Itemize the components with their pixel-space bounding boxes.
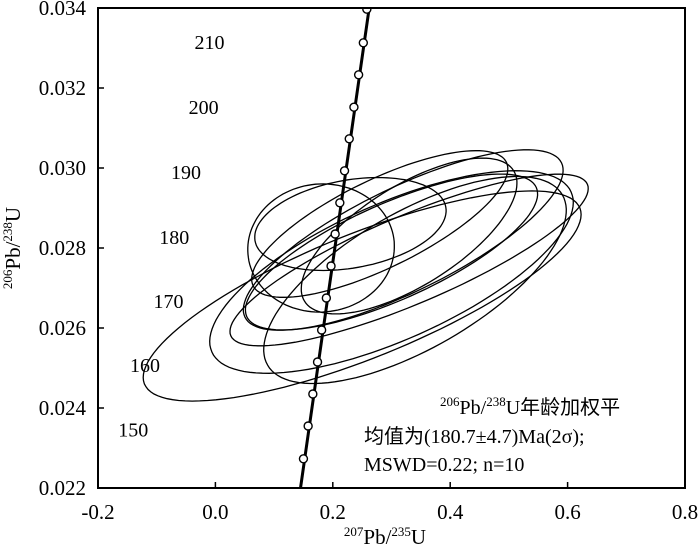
annotation-pb: Pb/ (460, 397, 487, 419)
y-axis-label: 206Pb/238U (0, 207, 25, 289)
concordia-point-2 (303, 421, 313, 431)
error-ellipse-9 (263, 175, 567, 385)
error-ellipse-2 (209, 170, 574, 374)
x-tick-label: 0.0 (202, 500, 228, 524)
x-tick-label: 0.6 (554, 500, 580, 524)
concordia-point-14 (358, 38, 369, 48)
x-axis-label-base2: U (411, 525, 426, 549)
y-tick-label: 0.032 (39, 76, 86, 100)
annotation-sup-206: 206 (440, 394, 460, 409)
y-axis-label-sup1: 206 (0, 269, 15, 289)
x-tick-label: 0.8 (672, 500, 698, 524)
age-label-210: 210 (195, 32, 225, 54)
error-ellipse-6 (254, 176, 447, 272)
annotation-line-1: 206Pb/238U年龄加权平 (440, 394, 620, 419)
error-ellipses (142, 149, 589, 402)
annotation-line-2: 均值为(180.7±4.7)Ma(2σ); (364, 425, 585, 448)
concordia-point-4 (312, 357, 323, 367)
x-axis-label-sup2: 235 (391, 524, 411, 539)
y-tick-label: 0.022 (39, 476, 86, 500)
y-axis-label-sup2: 238 (0, 222, 15, 242)
concordia-age-labels: 210 200 190 180 170 160 150 (118, 32, 224, 442)
weighted-mean-annotation: 206Pb/238U年龄加权平 均值为(180.7±4.7)Ma(2σ); MS… (364, 394, 620, 476)
error-ellipse-10 (229, 173, 589, 347)
x-axis-ticks: -0.2 0.0 0.2 0.4 0.6 0.8 (81, 482, 698, 524)
error-ellipse-8 (300, 157, 518, 315)
concordia-point-3 (308, 389, 318, 399)
annotation-sup-238: 238 (486, 394, 506, 409)
x-tick-label: 0.4 (437, 500, 464, 524)
y-tick-label: 0.024 (39, 396, 87, 420)
age-label-170: 170 (153, 291, 183, 313)
x-axis-label-sup1: 207 (344, 524, 364, 539)
concordia-point-13 (353, 70, 364, 80)
age-label-160: 160 (130, 355, 160, 377)
age-label-200: 200 (189, 97, 219, 119)
annotation-line-3: MSWD=0.22; n=10 (364, 454, 524, 476)
y-tick-label: 0.034 (39, 0, 87, 20)
y-tick-label: 0.030 (39, 156, 86, 180)
y-axis-label-base2: U (1, 207, 25, 222)
y-tick-label: 0.026 (39, 316, 86, 340)
concordia-point-10 (339, 166, 350, 176)
concordia-point-8 (330, 229, 340, 239)
error-ellipse-7 (247, 183, 395, 313)
concordia-point-9 (335, 198, 345, 208)
x-tick-label: 0.2 (320, 500, 346, 524)
error-ellipse-4 (244, 173, 539, 331)
concordia-point-6 (321, 293, 332, 303)
error-ellipse-1 (142, 190, 582, 402)
concordia-point-7 (326, 261, 336, 271)
x-tick-label: -0.2 (81, 500, 114, 524)
age-label-190: 190 (171, 162, 201, 184)
concordia-line (299, 8, 371, 488)
x-axis-label: 207Pb/235U (344, 524, 426, 549)
concordia-point-11 (344, 134, 354, 144)
concordia-point-5 (316, 325, 327, 335)
concordia-point-1 (298, 454, 309, 464)
concordia-point-12 (349, 102, 359, 112)
age-label-180: 180 (159, 227, 189, 249)
x-axis-label-base: Pb/ (363, 525, 391, 549)
concordia-curve (298, 8, 372, 488)
age-label-150: 150 (118, 420, 148, 442)
y-axis-ticks: 0.022 0.024 0.026 0.028 0.030 0.032 0.034 (39, 0, 104, 500)
concordia-point-15 (362, 8, 372, 14)
annotation-u-text: U年龄加权平 (506, 396, 620, 419)
error-ellipse-5 (251, 150, 509, 298)
y-axis-label-base: Pb/ (1, 241, 25, 269)
y-tick-label: 0.028 (39, 236, 86, 260)
